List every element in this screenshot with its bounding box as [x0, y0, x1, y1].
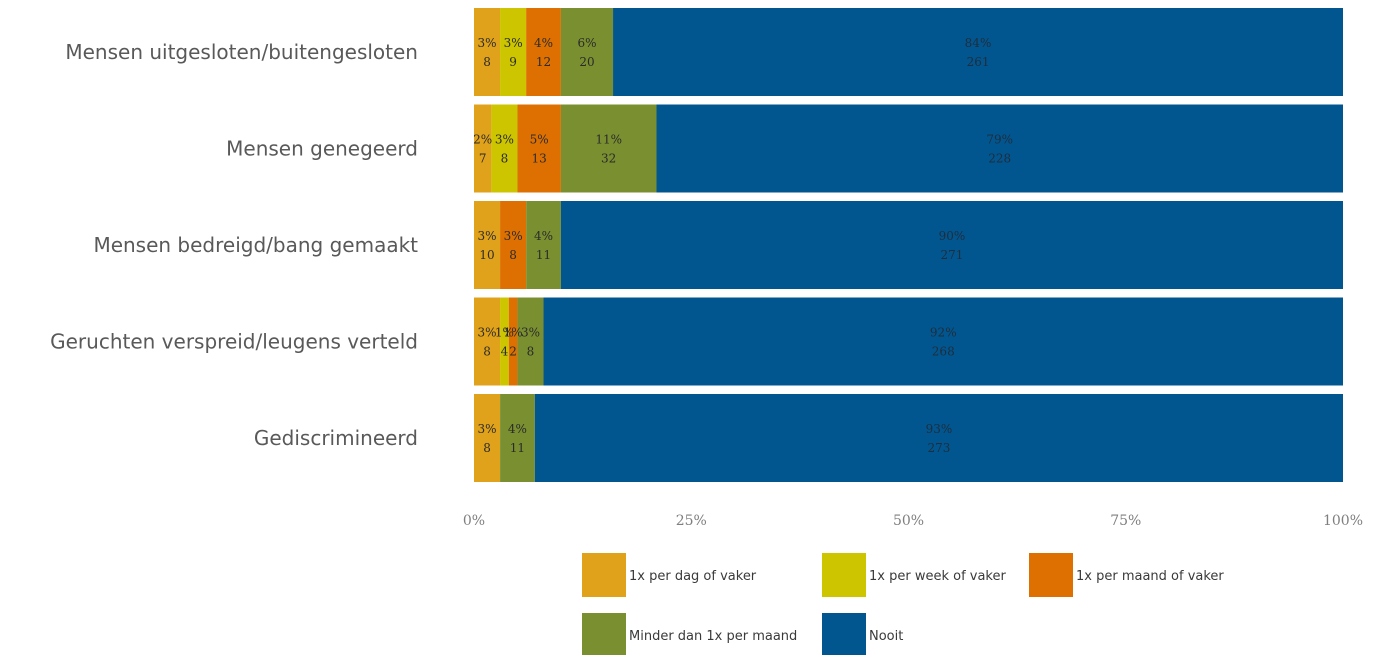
segment-count-label: 8: [501, 152, 509, 166]
bar-segment: [474, 297, 501, 386]
segment-percent-label: 79%: [986, 133, 1013, 147]
segment-count-label: 8: [509, 248, 517, 262]
segment-count-label: 20: [579, 55, 594, 69]
segment-count-label: 268: [932, 345, 955, 359]
segment-percent-label: 6%: [577, 36, 596, 50]
segment-count-label: 7: [479, 152, 487, 166]
category-labels: Mensen uitgesloten/buitengesloten Mensen …: [50, 40, 418, 450]
segment-count-label: 8: [483, 55, 491, 69]
category-label: Geruchten verspreid/leugens verteld: [50, 330, 418, 354]
segment-percent-label: 2%: [473, 133, 492, 147]
segment-count-label: 13: [532, 152, 547, 166]
segment-count-label: 8: [527, 345, 535, 359]
segment-percent-label: 4%: [534, 229, 553, 243]
bar-segment: [560, 104, 657, 193]
segment-percent-label: 5%: [530, 133, 549, 147]
category-label: Mensen bedreigd/bang gemaakt: [93, 233, 418, 257]
segment-percent-label: 4%: [508, 422, 527, 436]
segment-percent-label: 3%: [504, 229, 523, 243]
segment-percent-label: 3%: [495, 133, 514, 147]
bar-segment: [474, 8, 501, 96]
segment-percent-label: 11%: [595, 133, 622, 147]
segment-count-label: 2: [509, 345, 517, 359]
segment-percent-label: 90%: [939, 229, 966, 243]
bar-segment: [474, 394, 501, 482]
segment-count-label: 228: [988, 152, 1011, 166]
bar-segment: [526, 8, 561, 96]
segment-count-label: 10: [479, 248, 494, 262]
segment-count-label: 271: [940, 248, 963, 262]
legend-swatch: [1029, 553, 1073, 597]
bar-segment: [500, 8, 527, 96]
segment-percent-label: 4%: [534, 36, 553, 50]
bar-segment: [491, 104, 518, 193]
x-tick-label: 25%: [676, 513, 707, 529]
bar-segment: [508, 297, 518, 386]
bar-segment: [543, 297, 1343, 386]
x-tick-label: 100%: [1323, 513, 1363, 529]
segment-count-label: 261: [967, 55, 990, 69]
segment-percent-label: 3%: [521, 326, 540, 340]
x-axis: 0% 25% 50% 75% 100%: [463, 513, 1363, 529]
segment-count-label: 9: [509, 55, 517, 69]
legend-swatch: [822, 613, 866, 655]
legend-swatch: [582, 553, 626, 597]
segment-count-label: 273: [927, 441, 950, 455]
segment-percent-label: 3%: [504, 36, 523, 50]
category-label: Mensen genegeerd: [226, 137, 418, 161]
segment-percent-label: 93%: [926, 422, 953, 436]
bar-segment: [500, 394, 535, 482]
legend: 1x per dag of vaker 1x per week of vaker 1…: [582, 553, 1224, 655]
bar-segment: [656, 104, 1343, 193]
bar-segment: [613, 8, 1343, 96]
segment-percent-label: 92%: [930, 326, 957, 340]
legend-label: 1x per week of vaker: [869, 569, 1006, 584]
segment-percent-label: 3%: [478, 326, 497, 340]
bar-segment: [500, 201, 527, 289]
bar-segment: [474, 104, 492, 193]
legend-label: Minder dan 1x per maand: [629, 629, 797, 644]
segment-percent-label: 3%: [478, 422, 497, 436]
bar-segment: [560, 8, 614, 96]
legend-label: 1x per dag of vaker: [629, 569, 757, 584]
segment-count-label: 32: [601, 152, 616, 166]
bar-segment: [517, 297, 544, 386]
legend-swatch: [582, 613, 626, 655]
bar-segment: [474, 201, 501, 289]
segment-count-label: 11: [536, 248, 551, 262]
bar-segment: [500, 297, 509, 386]
segment-percent-label: 1%: [504, 326, 523, 340]
category-label: Gediscrimineerd: [254, 426, 418, 450]
segment-count-label: 12: [536, 55, 551, 69]
segment-percent-label: 3%: [478, 36, 497, 50]
bar-segment: [534, 394, 1343, 482]
bars: [474, 8, 1343, 482]
segment-count-label: 11: [510, 441, 525, 455]
category-label: Mensen uitgesloten/buitengesloten: [65, 40, 418, 64]
segment-count-label: 8: [483, 441, 491, 455]
x-tick-label: 0%: [463, 513, 485, 529]
segment-percent-label: 1%: [495, 326, 514, 340]
x-tick-label: 50%: [893, 513, 924, 529]
legend-label: 1x per maand of vaker: [1076, 569, 1224, 584]
legend-swatch: [822, 553, 866, 597]
x-tick-label: 75%: [1110, 513, 1141, 529]
segment-count-label: 8: [483, 345, 491, 359]
segment-percent-label: 84%: [965, 36, 992, 50]
bar-segment: [560, 201, 1343, 289]
bar-segment: [517, 104, 561, 193]
segment-percent-label: 3%: [478, 229, 497, 243]
legend-label: Nooit: [869, 629, 903, 644]
segment-count-label: 4: [501, 345, 509, 359]
segment-labels: 3%83%94%126%2084%2612%73%85%1311%3279%22…: [473, 36, 1013, 455]
bar-segment: [526, 201, 561, 289]
